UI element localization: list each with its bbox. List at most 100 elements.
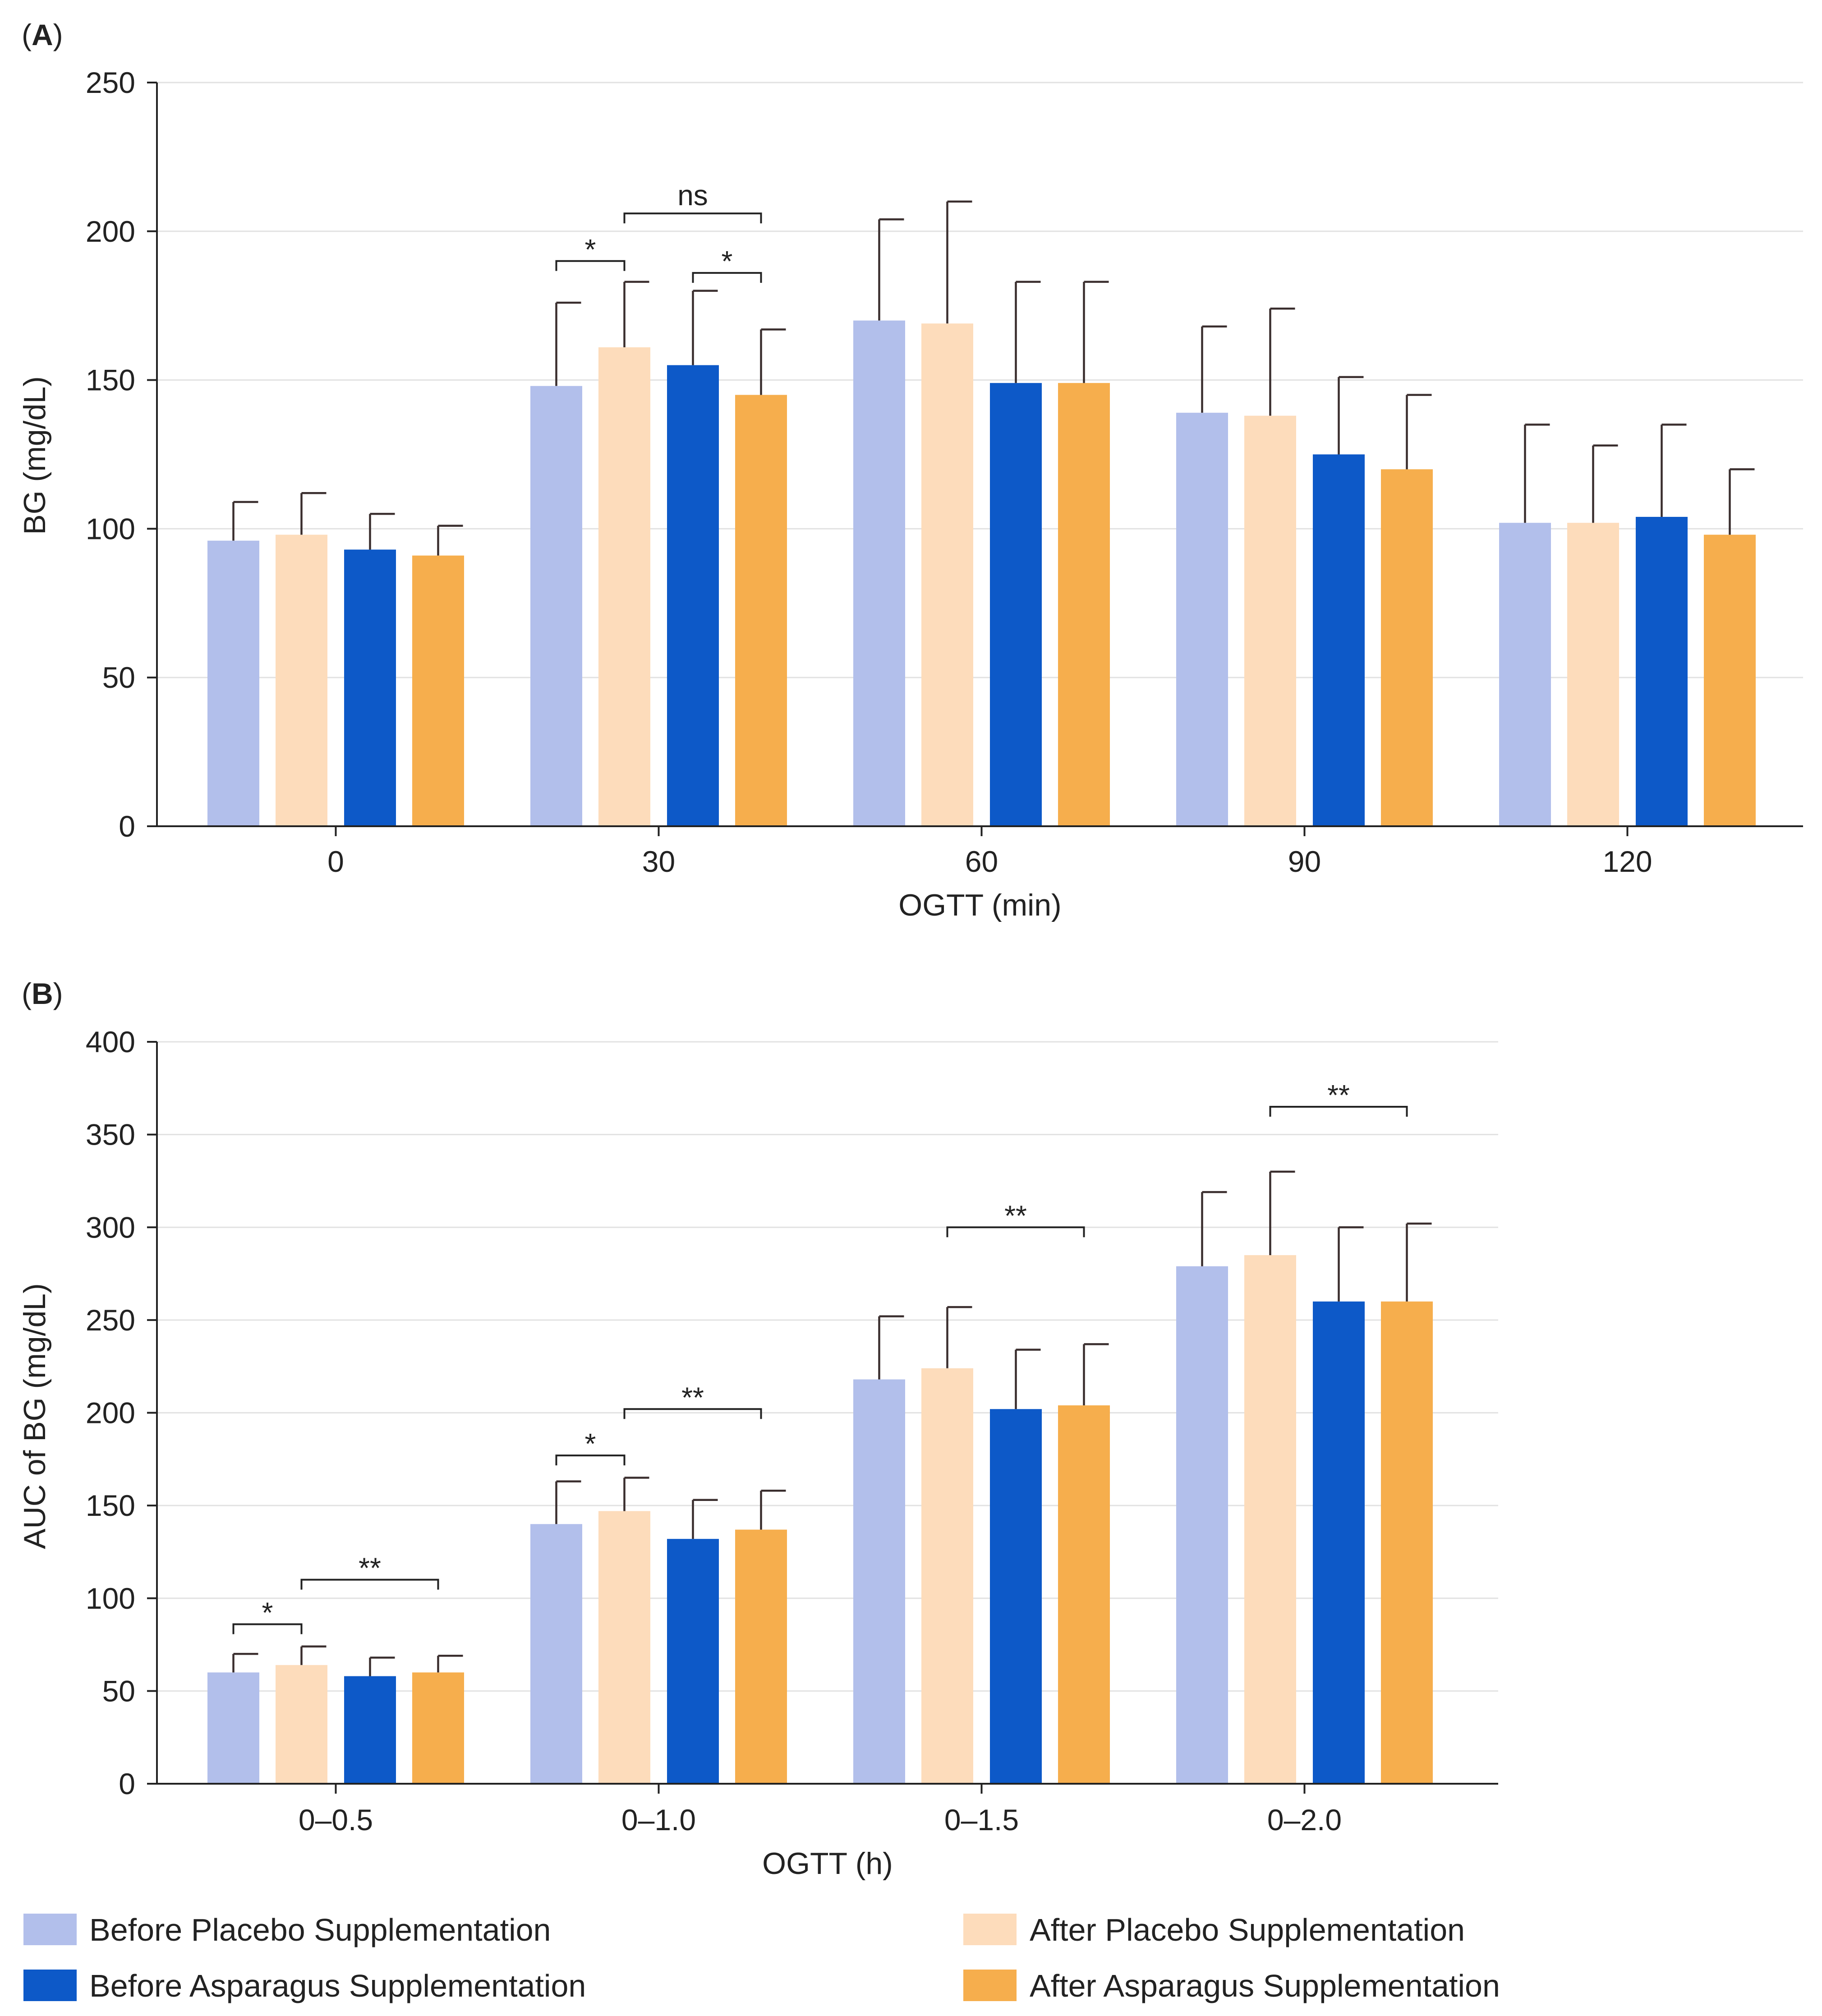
legend-label-after-asparagus: After Asparagus Supplementation <box>1030 1968 1500 2003</box>
panel-b-significance-bracket-0 <box>232 1623 303 1634</box>
panel-a-bar-after-placebo-3 <box>1244 415 1296 826</box>
panel-b-x-axis-title: OGTT (h) <box>762 1846 893 1881</box>
panel-a-bar-after-asparagus-1 <box>735 395 787 826</box>
panel-a-gridlines <box>157 82 1803 678</box>
panel-b-significance-label-5: ** <box>1327 1079 1350 1111</box>
panel-b-significance-label-0: * <box>262 1596 273 1629</box>
panel-a-significance-bracket-2 <box>692 272 762 283</box>
panel-a-bar-after-placebo-0 <box>276 534 327 826</box>
panel-b-bar-after-placebo-2 <box>921 1368 973 1784</box>
panel-b-significance-bracket-4 <box>946 1226 1085 1238</box>
legend-swatch-after-placebo <box>963 1914 1017 1945</box>
panel-b-significance-bracket-5 <box>1269 1105 1408 1117</box>
panel-b-significance-label-1: ** <box>359 1552 381 1584</box>
panel-a-bar-after-placebo-2 <box>921 323 973 826</box>
panel-b-bar-after-asparagus-2 <box>1058 1405 1110 1784</box>
panel-b-significance-bracket-1 <box>300 1579 439 1590</box>
panel-a-significance-bracket-0 <box>555 260 626 271</box>
panel-b-y-tick-label-200: 200 <box>86 1396 135 1430</box>
panel-a-axes: 0 50 100 150 200 250 0 30 60 90 120 <box>86 66 1803 878</box>
panel-a-bar-after-asparagus-0 <box>412 555 464 826</box>
panel-b-y-tick-label-150: 150 <box>86 1489 135 1522</box>
panel-b-bar-after-placebo-0 <box>276 1665 327 1784</box>
panel-b-x-tick-label-2: 0–1.5 <box>944 1803 1019 1836</box>
panel-a-y-tick-label-0: 0 <box>119 810 135 843</box>
panel-a-significance-label-2: * <box>722 245 733 277</box>
panel-a-x-tick-label-2: 60 <box>965 845 998 878</box>
panel-b-significance-bracket-3 <box>623 1408 762 1419</box>
legend-swatch-before-asparagus <box>23 1970 77 2001</box>
panel-a-y-tick-label-100: 100 <box>86 512 135 545</box>
panel-b-significance-bracket-2 <box>555 1454 626 1466</box>
panel-b-bar-after-asparagus-3 <box>1381 1301 1433 1784</box>
panel-b-label: (B) <box>22 977 63 1010</box>
panel-b-bar-before-asparagus-2 <box>990 1409 1042 1784</box>
panel-a-x-tick-label-4: 120 <box>1602 845 1652 878</box>
panel-a-bar-after-placebo-1 <box>598 347 650 827</box>
panel-a-bar-after-placebo-4 <box>1567 523 1619 826</box>
panel-a-x-tick-label-1: 30 <box>642 845 675 878</box>
panel-b-y-tick-label-350: 350 <box>86 1118 135 1151</box>
panel-b-bar-before-asparagus-0 <box>344 1676 396 1784</box>
panel-a-bar-before-placebo-4 <box>1499 523 1551 826</box>
legend-swatch-after-asparagus <box>963 1970 1017 2001</box>
panel-a-significance-bracket-1 <box>623 212 762 224</box>
panel-a: (A) * ns * 0 50 100 150 200 250 0 30 60 90 120 BG (m… <box>18 18 1803 922</box>
panel-b-x-tick-label-0: 0–0.5 <box>299 1803 373 1836</box>
panel-a-bar-before-asparagus-4 <box>1636 517 1688 826</box>
panel-b-y-tick-label-50: 50 <box>102 1674 135 1708</box>
panel-b-significance-label-4: ** <box>1004 1199 1027 1232</box>
legend-swatch-before-placebo <box>23 1914 77 1945</box>
panel-b-significance-label-3: ** <box>681 1381 704 1413</box>
panel-b-significance-label-2: * <box>585 1427 596 1460</box>
panel-a-significance-label-1: ns <box>677 179 708 212</box>
panel-a-error-bars <box>232 200 1755 556</box>
panel-a-bar-before-asparagus-1 <box>667 365 719 826</box>
panel-b-y-tick-label-0: 0 <box>119 1767 135 1800</box>
panel-b-bars <box>207 1255 1433 1784</box>
panel-b-x-tick-label-3: 0–2.0 <box>1267 1803 1342 1836</box>
panel-b-significance-annotations: ********** <box>232 1079 1408 1634</box>
panel-b-bar-before-placebo-2 <box>853 1379 905 1784</box>
panel-b-bar-before-placebo-3 <box>1176 1266 1228 1784</box>
panel-a-bar-before-placebo-0 <box>207 540 259 826</box>
panel-a-bar-after-asparagus-3 <box>1381 469 1433 826</box>
legend-label-after-placebo: After Placebo Supplementation <box>1030 1912 1465 1947</box>
panel-a-bar-before-placebo-2 <box>853 320 905 827</box>
panel-a-x-tick-label-0: 0 <box>327 845 344 878</box>
panel-b-y-tick-label-400: 400 <box>86 1025 135 1059</box>
panel-a-label: (A) <box>22 18 63 51</box>
panel-a-bar-before-placebo-3 <box>1176 413 1228 826</box>
panel-b-letter: B <box>32 977 53 1010</box>
panel-b-y-tick-label-100: 100 <box>86 1582 135 1615</box>
panel-b: (B) ********** 0501001502002503003504000… <box>18 977 1498 1881</box>
panel-a-y-axis-title: BG (mg/dL) <box>18 376 52 534</box>
panel-b-y-tick-label-250: 250 <box>86 1303 135 1337</box>
legend-label-before-asparagus: Before Asparagus Supplementation <box>89 1968 586 2003</box>
panel-b-bar-before-asparagus-3 <box>1313 1301 1365 1784</box>
panel-a-significance-label-0: * <box>585 233 596 266</box>
panel-a-letter: A <box>32 18 53 51</box>
panel-a-x-tick-label-3: 90 <box>1288 845 1321 878</box>
panel-b-gridlines <box>157 1041 1498 1692</box>
panel-a-bar-before-placebo-1 <box>530 386 582 826</box>
panel-b-bar-before-placebo-0 <box>207 1672 259 1784</box>
legend-label-before-placebo: Before Placebo Supplementation <box>89 1912 551 1947</box>
panel-a-bar-before-asparagus-3 <box>1313 454 1365 826</box>
panel-a-bar-before-asparagus-2 <box>990 383 1042 826</box>
panel-b-x-tick-label-1: 0–1.0 <box>621 1803 696 1836</box>
panel-a-y-tick-label-200: 200 <box>86 215 135 248</box>
panel-a-bar-after-asparagus-2 <box>1058 383 1110 826</box>
panel-b-bar-before-placebo-1 <box>530 1524 582 1784</box>
panel-a-x-axis-title: OGTT (min) <box>898 888 1061 922</box>
legend: Before Placebo Supplementation After Pla… <box>23 1912 1500 2003</box>
panel-a-bar-before-asparagus-0 <box>344 549 396 826</box>
panel-b-bar-before-asparagus-1 <box>667 1539 719 1784</box>
panel-b-bar-after-placebo-1 <box>598 1511 650 1784</box>
panel-a-significance-annotations: * ns * <box>555 179 762 283</box>
panel-a-y-tick-label-50: 50 <box>102 661 135 694</box>
panel-b-bar-after-asparagus-0 <box>412 1672 464 1784</box>
panel-b-axes: 0 50 100 150 200 250 300 350 400 0–0.5 0–1.0 0–1.5 0… <box>86 1025 1498 1836</box>
panel-b-error-bars <box>232 1170 1432 1676</box>
